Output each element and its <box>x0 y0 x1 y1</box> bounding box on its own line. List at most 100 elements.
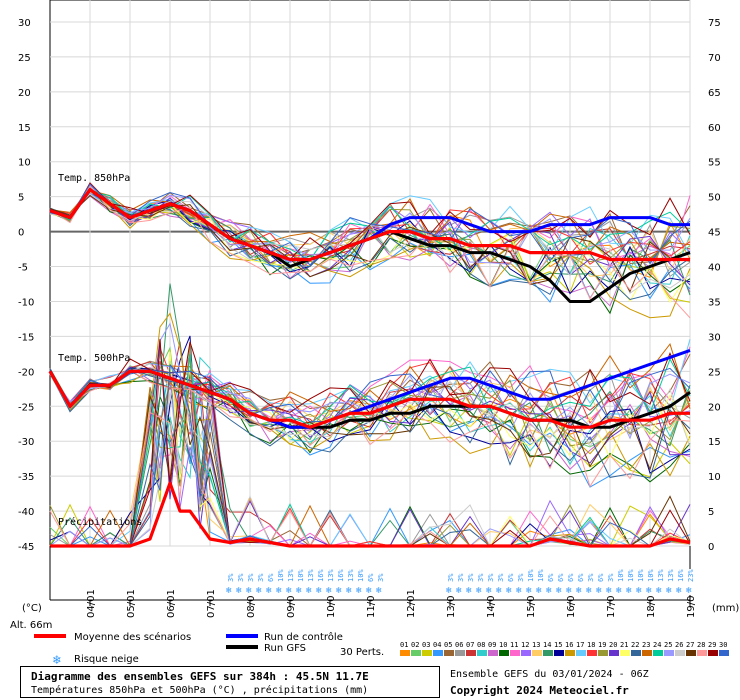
member-line-t850 <box>49 189 691 259</box>
member-swatch <box>444 650 454 656</box>
snowflake-icon: ❄ <box>276 586 282 596</box>
snow-cell <box>486 569 494 595</box>
member-swatch <box>675 650 685 656</box>
x-tick-label: 04/01 <box>86 589 97 618</box>
snow-percent: 6% <box>547 573 555 582</box>
snowflake-icon: ❄ <box>286 586 292 596</box>
snowflake-icon: ❄ <box>306 586 312 596</box>
snow-cell <box>226 569 234 595</box>
snowflake-icon: ❄ <box>686 586 692 596</box>
snow-percent: 3% <box>247 573 255 582</box>
left-tick-label: -15 <box>18 332 34 343</box>
snowflake-icon: ❄ <box>576 586 582 596</box>
snow-cell <box>306 569 314 595</box>
snow-percent: 3% <box>377 573 385 582</box>
right-tick-label: 45 <box>708 228 721 239</box>
snowflake-icon: ❄ <box>656 586 662 596</box>
x-tick-label: 06/01 <box>166 589 177 618</box>
member-swatch <box>631 650 641 656</box>
snow-percent: 13% <box>287 569 295 582</box>
mean-line-t500 <box>48 369 690 429</box>
member-swatch <box>653 650 663 656</box>
snow-cell <box>566 569 574 595</box>
snow-cell <box>596 569 604 595</box>
member-number: 27 <box>686 641 694 649</box>
chart-title: Diagramme des ensembles GEFS sur 384h : … <box>31 670 369 683</box>
right-tick-label: 25 <box>708 367 721 378</box>
member-line-t500 <box>49 367 691 429</box>
x-tick-label: 12/01 <box>406 589 417 618</box>
member-swatch <box>708 650 718 656</box>
member-swatch <box>719 650 729 656</box>
snowflake-icon: ❄ <box>586 586 592 596</box>
legend-snow-label: Risque neige <box>74 654 139 665</box>
member-swatch <box>455 650 465 656</box>
snowflake-icon: ❄ <box>666 586 672 596</box>
left-tick-label: 5 <box>18 193 24 204</box>
member-number: 20 <box>609 641 617 649</box>
snowflake-icon: ❄ <box>256 586 262 596</box>
snowflake-icon: ❄ <box>676 586 682 596</box>
snow-cell <box>666 569 674 595</box>
member-number: 19 <box>598 641 606 649</box>
snowflake-icon: ❄ <box>226 586 232 596</box>
right-tick-label: 5 <box>708 507 714 518</box>
member-swatch <box>488 650 498 656</box>
member-number: 28 <box>697 641 705 649</box>
member-number: 15 <box>554 641 562 649</box>
member-number: 16 <box>565 641 573 649</box>
snowflake-icon: ❄ <box>506 586 512 596</box>
member-number: 17 <box>576 641 584 649</box>
member-number: 10 <box>499 641 507 649</box>
member-swatch <box>565 650 575 656</box>
x-tick-label: 13/01 <box>446 589 457 618</box>
snowflake-icon: ❄ <box>356 586 362 596</box>
snow-percent: 13% <box>327 569 335 582</box>
x-tick-label: 11/01 <box>366 589 377 618</box>
left-tick-label: -5 <box>18 263 28 274</box>
snowflake-icon: ❄ <box>466 586 472 596</box>
snow-cell <box>256 569 264 595</box>
snowflake-icon: ❄ <box>236 586 242 596</box>
member-line-t850 <box>49 186 691 261</box>
snow-percent: 6% <box>367 573 375 582</box>
member-number: 03 <box>422 641 430 649</box>
snow-cell <box>296 569 304 595</box>
member-number: 22 <box>631 641 639 649</box>
right-tick-label: 20 <box>708 402 721 413</box>
snow-percent: 3% <box>227 573 235 582</box>
snowflake-icon: ❄ <box>326 586 332 596</box>
member-number: 30 <box>719 641 727 649</box>
legend-control-label: Run de contrôle <box>264 631 343 643</box>
snow-percent: 3% <box>497 573 505 582</box>
snow-percent: 3% <box>607 573 615 582</box>
snow-percent: 16% <box>317 569 325 582</box>
member-swatch <box>554 650 564 656</box>
snow-cell <box>496 569 504 595</box>
member-line-t850 <box>49 185 691 319</box>
snow-percent: 10% <box>617 569 625 582</box>
member-swatch <box>433 650 443 656</box>
snowflake-icon: ❄ <box>476 586 482 596</box>
snow-percent: 13% <box>307 569 315 582</box>
legend-gfs-label: Run GFS <box>264 643 306 654</box>
x-tick-label: 15/01 <box>526 589 537 618</box>
left-tick-label: 20 <box>18 88 31 99</box>
member-swatch <box>411 650 421 656</box>
snow-percent: 10% <box>537 569 545 582</box>
snowflake-icon: ❄ <box>556 586 562 596</box>
snow-percent: 16% <box>677 569 685 582</box>
snow-percent: 3% <box>467 573 475 582</box>
member-swatch <box>664 650 674 656</box>
snowflake-icon: ❄ <box>616 586 622 596</box>
right-tick-label: 65 <box>708 88 721 99</box>
snow-percent: 10% <box>297 569 305 582</box>
snow-percent: 6% <box>507 573 515 582</box>
member-number: 26 <box>675 641 683 649</box>
right-tick-label: 30 <box>708 332 721 343</box>
member-number: 21 <box>620 641 628 649</box>
member-swatch <box>499 650 509 656</box>
member-swatch <box>400 650 410 656</box>
snowflake-icon: ❄ <box>536 586 542 596</box>
